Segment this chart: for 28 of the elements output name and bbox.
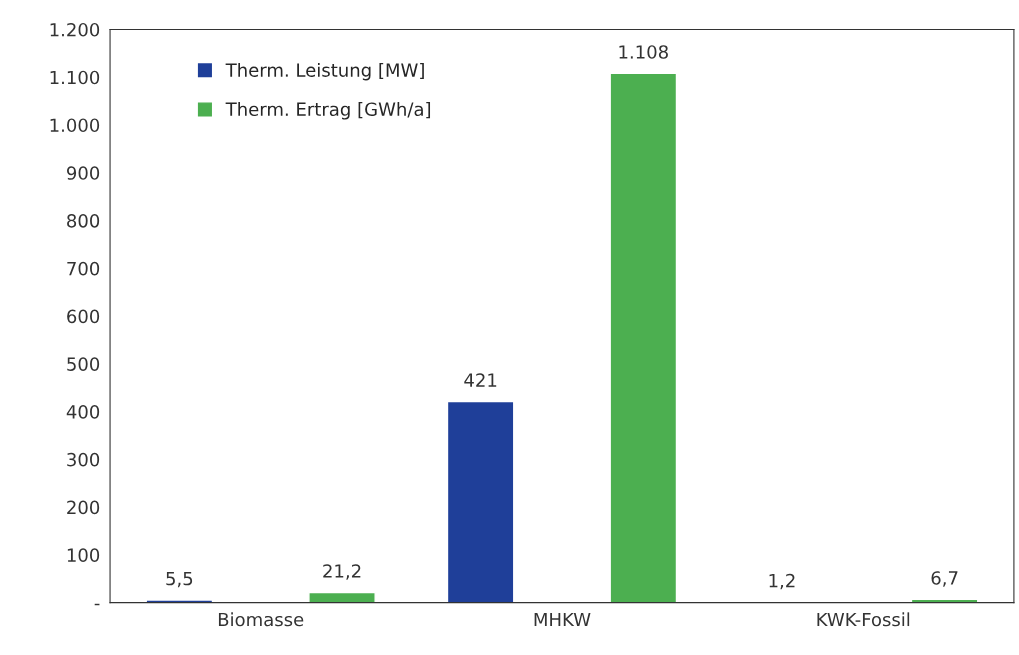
data-label: 1,2 — [769, 573, 795, 590]
y-tick-label: 300 — [67, 452, 100, 467]
y-tick-label: 700 — [67, 261, 100, 276]
data-label: 421 — [464, 373, 497, 387]
data-label: 5,5 — [166, 571, 193, 588]
bar — [446, 400, 515, 603]
y-tick-label: 900 — [67, 166, 100, 180]
legend-label: Therm. Ertrag [GWh/a] — [225, 102, 431, 120]
y-tick-label: 500 — [67, 357, 100, 371]
y-tick-label: 1.000 — [50, 118, 100, 133]
x-tick-label: Biomasse — [218, 612, 304, 627]
data-label: 6,7 — [931, 571, 958, 587]
data-label: 1.108 — [619, 45, 668, 59]
x-tick-label: MHKW — [534, 612, 591, 627]
y-tick-label: 1.200 — [50, 22, 100, 37]
y-tick-label: 400 — [66, 405, 100, 419]
y-tick-label: 100 — [67, 548, 100, 562]
y-tick-label: 800 — [67, 213, 100, 228]
x-tick-label: KWK-Fossil — [817, 612, 910, 627]
y-tick-label: - — [94, 603, 100, 606]
bar — [308, 591, 376, 603]
y-tick-label: 600 — [67, 309, 100, 324]
data-label: 21,2 — [323, 564, 361, 580]
bar — [145, 599, 214, 603]
legend-label: Therm. Leistung [MW] — [225, 62, 424, 81]
y-tick-label: 200 — [67, 500, 100, 515]
bar — [609, 72, 678, 603]
y-tick-label: 1.100 — [50, 70, 100, 85]
